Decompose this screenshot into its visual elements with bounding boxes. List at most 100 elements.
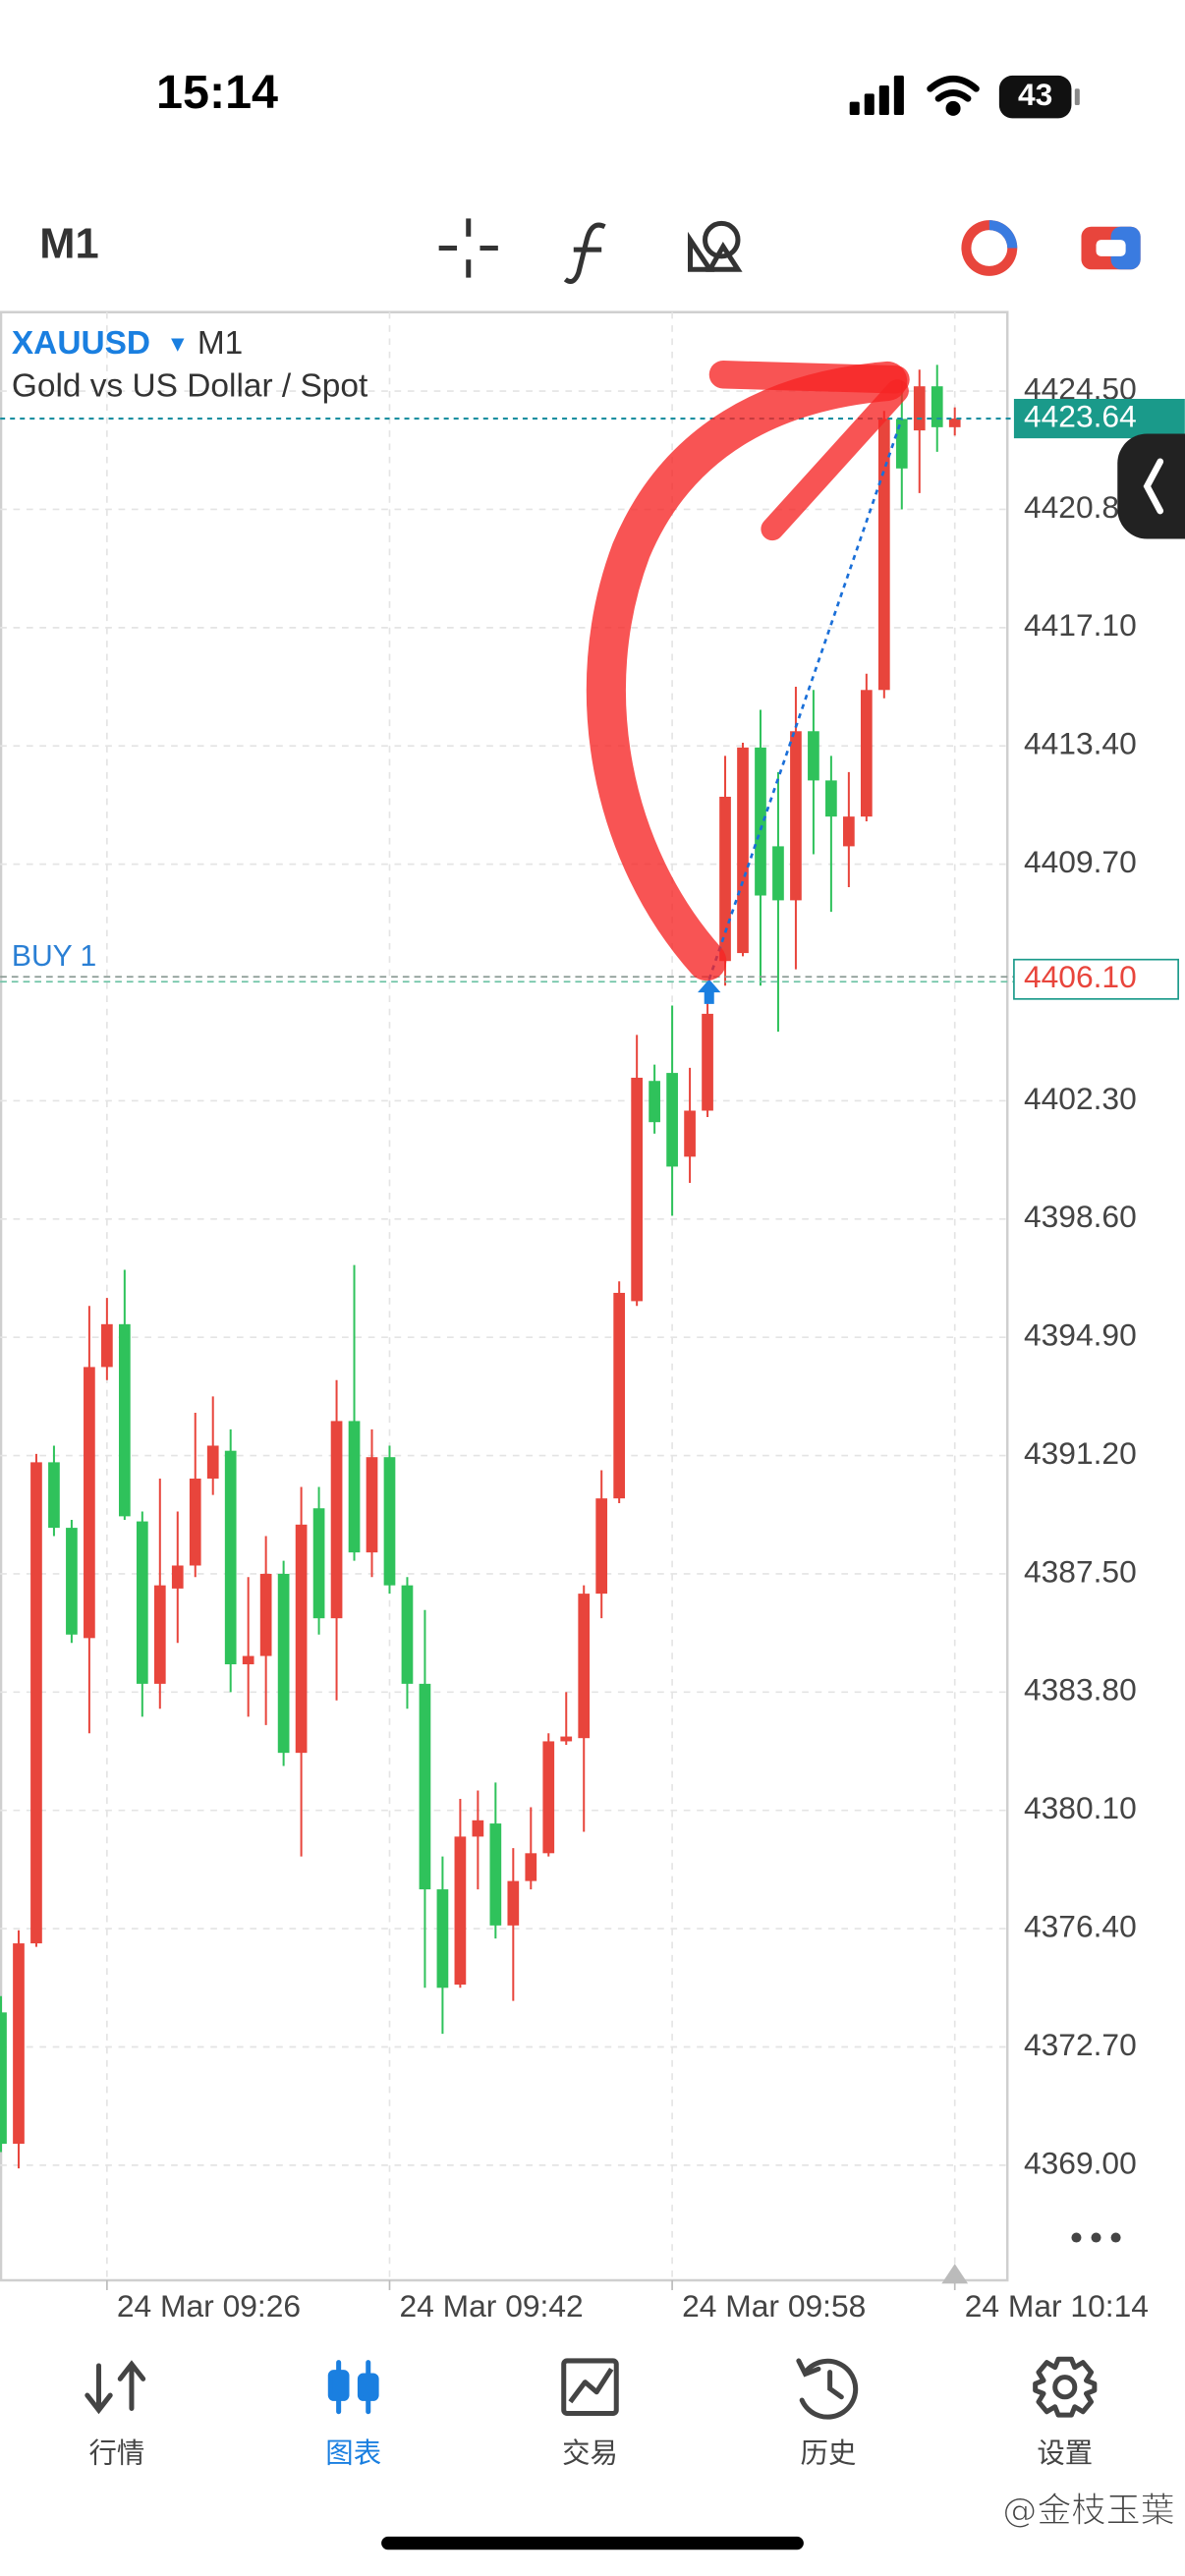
tab-bar: 行情 图表 交易 历史 设置 [85,2356,1098,2469]
candle-body [542,1741,555,1854]
candle-body [277,1573,290,1754]
battery-icon [998,75,1072,119]
tab-label[interactable]: 行情 [88,2436,144,2469]
candle-body [259,1573,272,1656]
bid-price-box [1013,398,1185,439]
tab-label[interactable]: 设置 [1037,2436,1093,2469]
candle-body [153,1585,166,1684]
y-tick-label: 4409.70 [1024,844,1137,879]
candle-body [101,1323,113,1368]
more-button[interactable] [1071,2232,1121,2243]
candle-body [877,419,890,691]
scroll-marker[interactable] [941,2264,969,2284]
candle-body [790,731,802,901]
candle-body [649,1081,660,1123]
candle-body [383,1457,396,1586]
candle-body [206,1445,219,1479]
candle-body [825,780,837,817]
candle-body [295,1524,308,1754]
symbol-dropdown[interactable] [171,338,185,352]
candle-body [312,1508,325,1619]
candle-body [0,2012,7,2145]
side-panel-tab[interactable] [1117,433,1185,539]
x-tick-label: 24 Mar 09:58 [682,2288,866,2324]
candle-body [931,386,943,427]
history-icon[interactable] [796,2358,859,2420]
y-tick-label: 4369.00 [1024,2145,1137,2180]
quotes-icon[interactable] [85,2360,146,2415]
candle-body [755,747,766,896]
trade-button[interactable] [1081,226,1141,270]
x-tick-label: 24 Mar 09:42 [400,2288,584,2324]
wifi-icon [927,75,980,116]
candle-body [401,1585,414,1684]
indicator-button[interactable] [563,222,606,284]
tab-label[interactable]: 图表 [325,2436,381,2469]
chart-icon[interactable] [327,2360,379,2415]
y-tick-label: 4417.10 [1024,607,1137,643]
candle-body [136,1521,148,1684]
x-tick-label: 24 Mar 09:26 [117,2288,301,2324]
chart-symbol[interactable]: XAUUSD [12,325,150,362]
battery-cap [1074,88,1080,106]
candle-body [436,1889,449,1988]
candle-body [684,1110,696,1157]
candle-body [560,1736,573,1742]
candle-body [631,1077,644,1302]
candle-body [242,1655,254,1665]
candle-body [348,1421,361,1553]
candle-body [454,1836,467,1986]
grid [0,311,1008,2281]
timeframe-button[interactable]: M1 [39,220,98,267]
candle-body [737,747,749,954]
overlay [586,361,1185,2284]
y-tick-label: 4372.70 [1024,2027,1137,2062]
crosshair-button[interactable] [438,218,498,278]
position-label: BUY 1 [12,940,96,973]
y-tick-label: 4380.10 [1024,1790,1137,1825]
chart-description: Gold vs US Dollar / Spot [12,367,368,404]
trade-icon[interactable] [561,2358,619,2416]
candle-body [702,1013,713,1111]
y-tick-label: 4383.80 [1024,1672,1137,1708]
candle-body [48,1462,60,1529]
candle-body [578,1594,591,1739]
candle-body [84,1367,95,1639]
y-tick-label: 4391.20 [1024,1435,1137,1471]
tab-label[interactable]: 历史 [801,2436,857,2469]
candle-body [613,1292,626,1499]
candle-body [525,1853,537,1881]
position-price-label: 4406.10 [1024,959,1137,994]
candle-body [171,1565,184,1589]
home-indicator[interactable] [381,2536,804,2550]
hand-drawn-arrow [586,361,910,981]
y-tick-label: 4402.30 [1024,1081,1137,1116]
x-tick-label: 24 Mar 10:14 [965,2288,1149,2324]
candle-body [913,386,926,431]
axis-labels: XAUUSD M1 Gold vs US Dollar / Spot 4424.… [12,325,1185,2324]
signal-button[interactable] [961,220,1018,276]
chart-timeframe: M1 [198,325,243,362]
entry-arrow [698,979,721,1004]
settings-icon[interactable] [1033,2356,1098,2418]
candle-body [189,1478,201,1566]
status-time: 15:14 [156,66,278,119]
candle-body [666,1073,678,1167]
battery-level: 43 [1018,77,1052,112]
candle-body [595,1498,608,1595]
bid-price-label: 4423.64 [1024,398,1137,433]
candle-body [30,1462,42,1944]
candle-body [507,1880,520,1926]
candle-body [419,1683,431,1890]
signal-icon [849,75,904,116]
candle-body [224,1450,237,1665]
tab-label[interactable]: 交易 [562,2436,618,2469]
candle-body [772,846,784,901]
candle-body [808,731,819,781]
candle-body [366,1457,378,1553]
candle-body [472,1820,484,1837]
objects-button[interactable] [687,220,743,272]
